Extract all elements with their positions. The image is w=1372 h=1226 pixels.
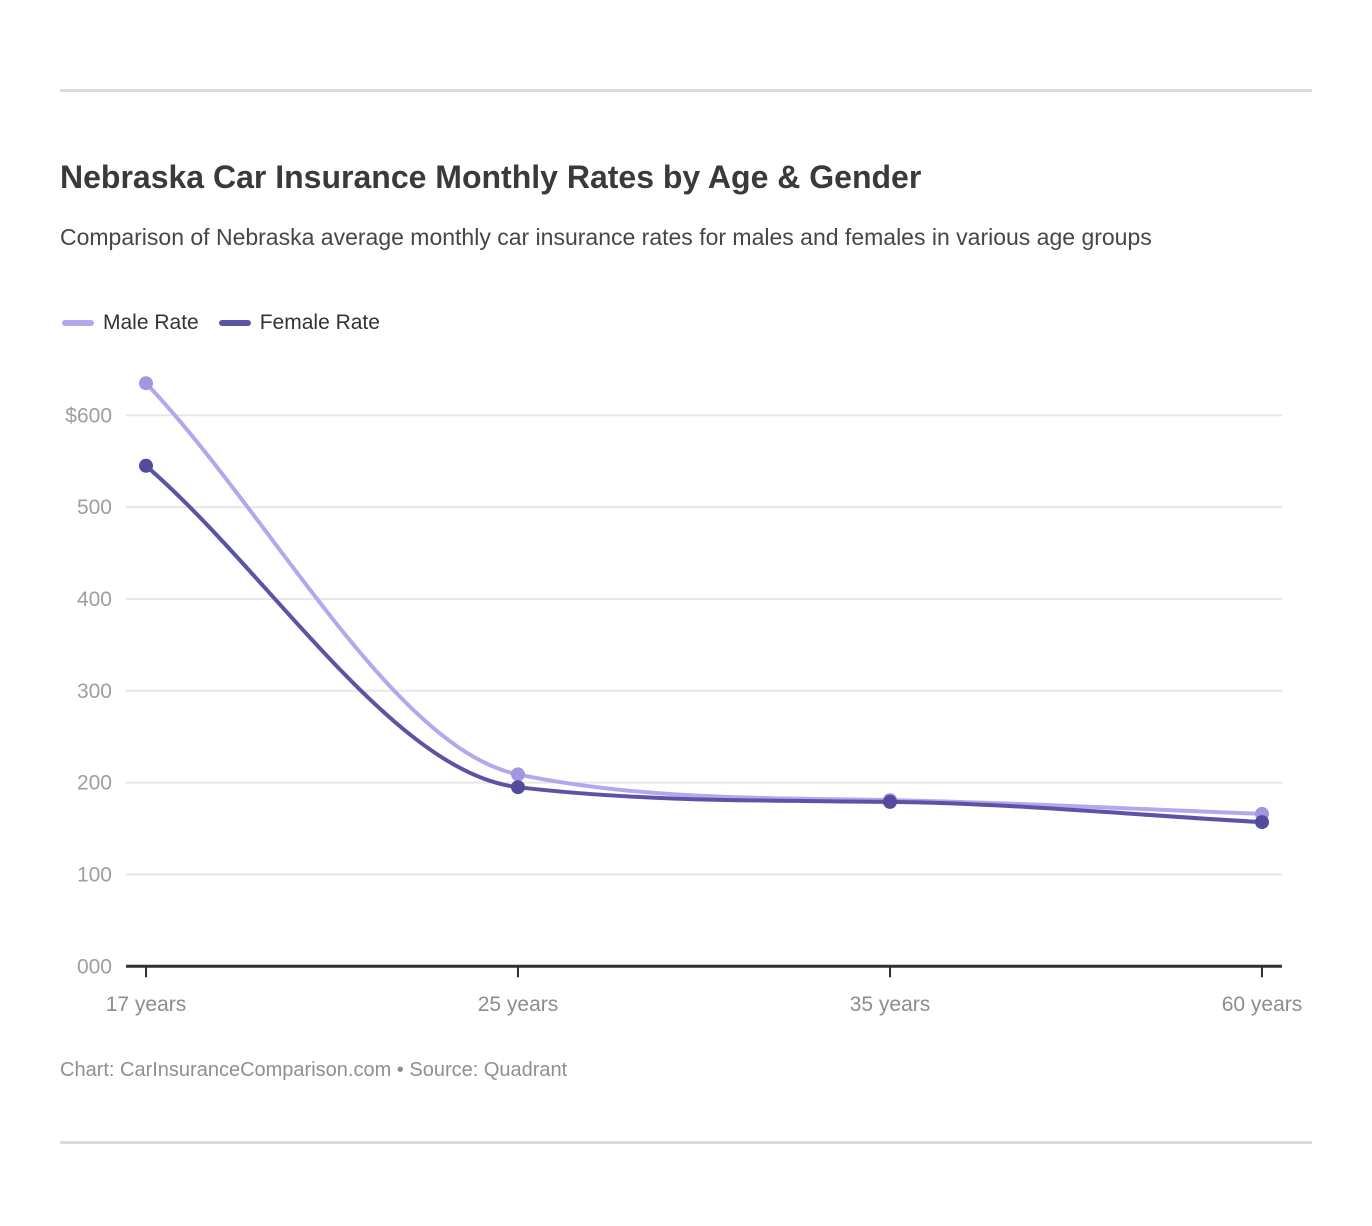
female-rate-point-35-years (883, 794, 897, 809)
x-axis-tick-label-35-years: 35 years (850, 993, 931, 1016)
y-axis-tick-label-100: 100 (77, 863, 112, 886)
y-axis-tick-label-500: 500 (77, 496, 112, 519)
male-rate-line (144, 381, 1264, 816)
female-rate-line (144, 463, 1264, 825)
legend-item-female-rate: Female Rate (218, 311, 380, 335)
legend-swatch-male-rate (62, 320, 94, 326)
legend-item-male-rate: Male Rate (62, 311, 199, 335)
x-axis-tick-label-25-years: 25 years (478, 993, 559, 1016)
top-divider (60, 89, 1312, 92)
chart-title: Nebraska Car Insurance Monthly Rates by … (60, 159, 922, 195)
male-rate-point-25-years (511, 767, 525, 782)
bottom-divider (60, 1141, 1312, 1144)
y-axis-tick-label-600: $600 (65, 404, 112, 427)
legend-label-male-rate: Male Rate (103, 311, 199, 334)
chart-attribution: Chart: CarInsuranceComparison.com • Sour… (60, 1059, 568, 1081)
y-axis-tick-label-200: 200 (77, 772, 112, 795)
legend-label-female-rate: Female Rate (259, 311, 380, 334)
female-rate-point-17-years (139, 458, 153, 473)
x-axis-tick-label-60-years: 60 years (1222, 993, 1303, 1016)
chart-subtitle: Comparison of Nebraska average monthly c… (60, 224, 1152, 250)
male-rate-point-17-years (139, 376, 153, 391)
y-axis-tick-label-400: 400 (77, 588, 112, 611)
y-axis-tick-label-300: 300 (77, 680, 112, 703)
female-rate-point-60-years (1255, 815, 1269, 830)
x-axis-tick-label-17-years: 17 years (106, 993, 187, 1016)
legend-swatch-female-rate (218, 320, 251, 326)
y-axis-tick-label-000: 000 (77, 955, 112, 978)
legend: Male Rate Female Rate (62, 311, 380, 335)
female-rate-point-25-years (511, 780, 525, 795)
